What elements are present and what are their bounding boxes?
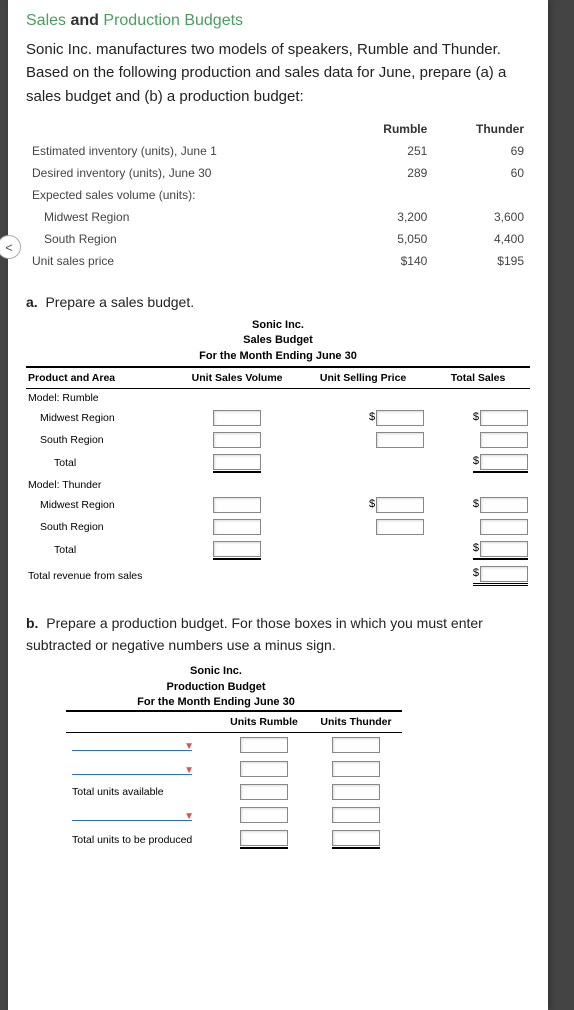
table-row: Desired inventory (units), June 30 289 6… <box>26 162 530 184</box>
page-content: < Sales and Production Budgets Sonic Inc… <box>8 0 548 1010</box>
table-row: Estimated inventory (units), June 1 251 … <box>26 140 530 162</box>
caret-down-icon: ▼ <box>184 741 194 752</box>
sales-budget-table: Product and Area Unit Sales Volume Unit … <box>26 366 530 589</box>
table-row: South Region 5,050 4,400 <box>26 228 530 250</box>
col-rumble: Rumble <box>343 118 433 140</box>
prod-row2-select[interactable]: ▼ <box>72 760 192 775</box>
part-b-prompt: b. Prepare a production budget. For thos… <box>26 613 530 656</box>
caret-down-icon: ▼ <box>184 811 194 822</box>
rumble-total-volume-input[interactable] <box>213 454 261 470</box>
table-row: Expected sales volume (units): <box>26 184 530 206</box>
given-data-table: Rumble Thunder Estimated inventory (unit… <box>26 118 530 272</box>
intro-text: Sonic Inc. manufactures two models of sp… <box>26 38 530 108</box>
prod-row1-thunder-input[interactable] <box>332 737 380 753</box>
total-prod-rumble-input[interactable] <box>240 830 288 846</box>
sales-budget-header: Sonic Inc. Sales Budget For the Month En… <box>26 318 530 364</box>
rumble-midwest-price-input[interactable] <box>376 410 424 426</box>
rumble-midwest-sales-input[interactable] <box>480 410 528 426</box>
thunder-midwest-sales-input[interactable] <box>480 497 528 513</box>
total-revenue-input[interactable] <box>480 566 528 582</box>
thunder-midwest-volume-input[interactable] <box>213 497 261 513</box>
table-row: Unit sales price $140 $195 <box>26 250 530 272</box>
prod-row4-select[interactable]: ▼ <box>72 806 192 821</box>
thunder-midwest-price-input[interactable] <box>376 497 424 513</box>
caret-down-icon: ▼ <box>184 765 194 776</box>
production-budget-table: Units Rumble Units Thunder ▼ ▼ Total uni… <box>66 710 402 852</box>
total-prod-thunder-input[interactable] <box>332 830 380 846</box>
table-row: Midwest Region 3,200 3,600 <box>26 206 530 228</box>
thunder-total-sales-input[interactable] <box>480 541 528 557</box>
prod-row4-thunder-input[interactable] <box>332 807 380 823</box>
chevron-left-icon: < <box>5 240 13 255</box>
rumble-south-price-input[interactable] <box>376 432 424 448</box>
viewport: < Sales and Production Budgets Sonic Inc… <box>0 0 574 1010</box>
total-avail-rumble-input[interactable] <box>240 784 288 800</box>
rumble-south-sales-input[interactable] <box>480 432 528 448</box>
total-avail-thunder-input[interactable] <box>332 784 380 800</box>
prod-row2-thunder-input[interactable] <box>332 761 380 777</box>
part-a-prompt: a. Prepare a sales budget. <box>26 294 530 310</box>
prev-nav-button[interactable]: < <box>0 235 21 259</box>
prod-row4-rumble-input[interactable] <box>240 807 288 823</box>
col-thunder: Thunder <box>433 118 530 140</box>
rumble-south-volume-input[interactable] <box>213 432 261 448</box>
rumble-midwest-volume-input[interactable] <box>213 410 261 426</box>
prod-row1-rumble-input[interactable] <box>240 737 288 753</box>
prod-row1-select[interactable]: ▼ <box>72 736 192 751</box>
production-budget-header: Sonic Inc. Production Budget For the Mon… <box>66 664 366 710</box>
thunder-south-sales-input[interactable] <box>480 519 528 535</box>
prod-row2-rumble-input[interactable] <box>240 761 288 777</box>
rumble-total-sales-input[interactable] <box>480 454 528 470</box>
thunder-south-volume-input[interactable] <box>213 519 261 535</box>
page-title: Sales and Production Budgets <box>26 12 530 30</box>
thunder-total-volume-input[interactable] <box>213 541 261 557</box>
thunder-south-price-input[interactable] <box>376 519 424 535</box>
